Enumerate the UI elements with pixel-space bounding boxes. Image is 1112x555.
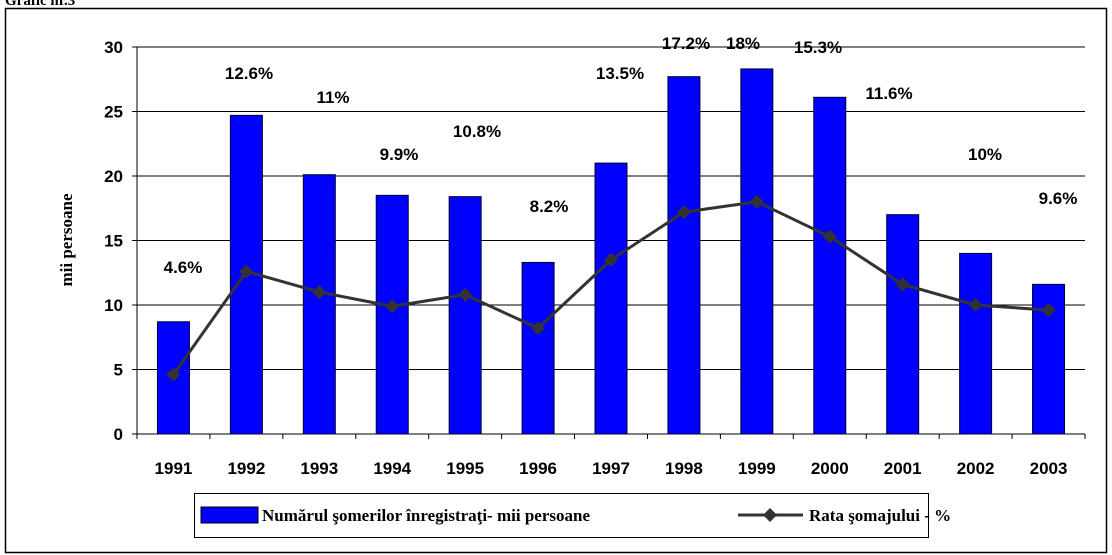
x-tick-label: 1999 xyxy=(738,459,776,478)
data-label: 10.8% xyxy=(453,122,501,141)
x-tick-label: 1994 xyxy=(373,459,411,478)
marker xyxy=(531,321,546,336)
data-label: 8.2% xyxy=(530,197,569,216)
bar xyxy=(521,261,555,435)
data-label: 11.6% xyxy=(865,84,912,103)
x-tick-label: 1991 xyxy=(155,459,193,478)
data-label: 4.6% xyxy=(164,258,203,277)
marker xyxy=(312,285,327,300)
y-tick-label: 10 xyxy=(104,296,123,315)
legend-swatch xyxy=(200,506,259,524)
marker xyxy=(604,252,618,267)
marker xyxy=(166,367,181,382)
legend xyxy=(194,493,929,538)
legend-label: Rata şomajului - % xyxy=(809,506,951,525)
chart-title: Grafic nr.3 xyxy=(5,0,75,9)
data-label: 9.9% xyxy=(380,145,419,164)
marker xyxy=(458,287,473,302)
y-tick-label: 30 xyxy=(104,38,123,57)
x-tick-label: 1993 xyxy=(300,459,338,478)
x-tick-label: 2003 xyxy=(1030,459,1068,478)
bar xyxy=(886,214,920,435)
bar xyxy=(667,76,701,435)
bar xyxy=(375,194,409,435)
bar xyxy=(740,68,774,435)
data-label: 11% xyxy=(316,88,349,107)
marker xyxy=(239,264,254,279)
x-tick-label: 1996 xyxy=(519,459,557,478)
data-label: 13.5% xyxy=(596,64,644,83)
legend-label: Numărul şomerilor înregistraţi- mii pers… xyxy=(262,506,590,525)
y-tick-label: 0 xyxy=(114,425,123,444)
data-label: 18% xyxy=(726,34,760,53)
chart-frame xyxy=(4,7,1108,554)
bar xyxy=(813,96,847,435)
x-tick-label: 2000 xyxy=(811,459,849,478)
marker xyxy=(749,194,764,209)
y-tick-label: 20 xyxy=(104,167,123,186)
data-label: 15.3% xyxy=(794,38,842,57)
x-tick-label: 2002 xyxy=(957,459,995,478)
marker xyxy=(385,299,400,314)
marker xyxy=(968,298,983,312)
data-label: 17.2% xyxy=(662,34,710,53)
y-tick-label: 5 xyxy=(114,361,123,380)
x-tick-label: 1997 xyxy=(592,459,630,478)
bar xyxy=(959,252,993,435)
x-tick-label: 1992 xyxy=(227,459,265,478)
marker xyxy=(1041,303,1056,318)
y-tick-label: 25 xyxy=(104,103,123,122)
y-tick-label: 15 xyxy=(104,232,123,251)
marker xyxy=(822,229,837,244)
data-label: 9.6% xyxy=(1039,189,1078,208)
data-label: 12.6% xyxy=(225,64,273,83)
y-axis-title: mii persoane xyxy=(57,193,76,286)
x-tick-label: 2001 xyxy=(884,459,922,478)
bar xyxy=(594,162,628,435)
x-tick-label: 1995 xyxy=(446,459,484,478)
data-label: 10% xyxy=(968,145,1002,164)
x-tick-label: 1998 xyxy=(665,459,703,478)
bar xyxy=(448,196,482,435)
marker xyxy=(676,205,691,220)
bar xyxy=(302,174,336,435)
legend-marker xyxy=(763,508,777,522)
marker xyxy=(895,277,910,292)
